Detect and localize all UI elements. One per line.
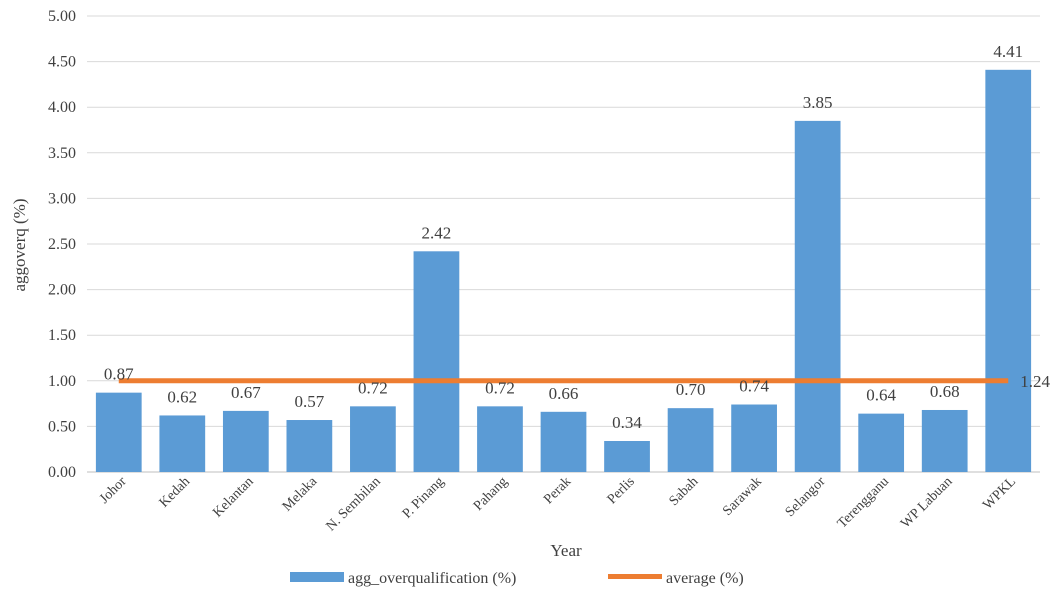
- bar-data-label: 4.41: [993, 42, 1023, 61]
- y-tick-label: 0.50: [48, 418, 76, 435]
- x-tick-label: Perlis: [605, 474, 638, 507]
- y-axis-title: aggoverq (%): [10, 199, 29, 292]
- bar: [222, 410, 269, 472]
- y-tick-label: 0.00: [48, 464, 76, 481]
- legend-swatch-line: [608, 574, 662, 579]
- bar-series: [95, 69, 1032, 473]
- y-tick-label: 4.50: [48, 54, 76, 71]
- y-tick-label: 4.00: [48, 99, 76, 116]
- bar: [350, 406, 396, 472]
- legend-label-line: average (%): [666, 570, 744, 587]
- gridlines: [87, 15, 1040, 473]
- bar: [413, 251, 460, 472]
- bar-data-label: 0.72: [358, 378, 388, 397]
- x-tick-label: Selangor: [783, 474, 829, 520]
- x-tick-label: WPKL: [980, 474, 1019, 513]
- legend: agg_overqualification (%) average (%): [290, 570, 744, 587]
- bar-data-label: 0.67: [231, 383, 261, 402]
- x-tick-label: Sarawak: [720, 474, 765, 519]
- y-tick-label: 1.00: [48, 373, 76, 390]
- bar-data-label: 0.74: [739, 377, 769, 396]
- y-axis-ticks: 0.00 0.50 1.00 1.50 2.00 2.50 3.00 3.50 4.00 4.50…: [48, 8, 76, 481]
- bar: [159, 415, 206, 472]
- x-tick-label: N. Sembilan: [324, 474, 384, 534]
- data-labels: 0.87 0.62 0.67 0.57 0.72 2.42 0.72 0.66 0.34 0.70…: [104, 42, 1023, 432]
- y-tick-label: 2.00: [48, 282, 76, 299]
- x-axis-title: Year: [550, 541, 582, 560]
- x-tick-label: Kedah: [157, 474, 193, 510]
- x-tick-label: Kelantan: [210, 474, 256, 520]
- bar-data-label: 3.85: [803, 93, 833, 112]
- bar: [731, 404, 777, 472]
- bar: [858, 413, 905, 472]
- bar-data-label: 0.70: [676, 380, 706, 399]
- bar: [95, 392, 142, 472]
- average-line-series: 1.24: [118, 372, 1050, 391]
- y-tick-label: 5.00: [48, 8, 76, 25]
- bar: [667, 408, 714, 472]
- bar-data-label: 0.72: [485, 378, 515, 397]
- x-tick-label: Perak: [541, 474, 574, 507]
- bar: [540, 411, 587, 472]
- y-tick-label: 3.00: [48, 190, 76, 207]
- legend-label-bars: agg_overqualification (%): [348, 570, 516, 587]
- x-tick-label: P. Pinang: [400, 474, 447, 521]
- legend-swatch-bars: [290, 572, 344, 582]
- x-tick-label: Pahang: [471, 474, 511, 514]
- bar-data-label: 2.42: [422, 223, 452, 242]
- bar: [921, 409, 968, 472]
- bar-data-label: 0.34: [612, 413, 642, 432]
- bar: [604, 440, 650, 472]
- bar-data-label: 0.62: [167, 387, 197, 406]
- x-tick-label: Sabah: [667, 474, 702, 509]
- bar-data-label: 0.57: [294, 392, 324, 411]
- x-tick-label: Melaka: [280, 474, 321, 515]
- bar: [477, 406, 523, 472]
- bar-data-label: 0.87: [104, 365, 134, 384]
- x-tick-label: Johor: [97, 474, 130, 507]
- bar-data-label: 0.68: [930, 382, 960, 401]
- bar: [985, 69, 1032, 473]
- bar: [286, 420, 333, 472]
- bar: [794, 120, 841, 472]
- bar-data-label: 0.64: [866, 386, 896, 405]
- average-data-label: 1.24: [1020, 372, 1050, 391]
- y-tick-label: 2.50: [48, 236, 76, 253]
- x-axis-ticks: Johor Kedah Kelantan Melaka N. Sembilan P. Pi…: [97, 474, 1019, 535]
- y-tick-label: 1.50: [48, 327, 76, 344]
- x-tick-label: WP Labuan: [898, 474, 955, 531]
- x-tick-label: Terengganu: [835, 474, 892, 531]
- y-tick-label: 3.50: [48, 145, 76, 162]
- bar-data-label: 0.66: [549, 384, 579, 403]
